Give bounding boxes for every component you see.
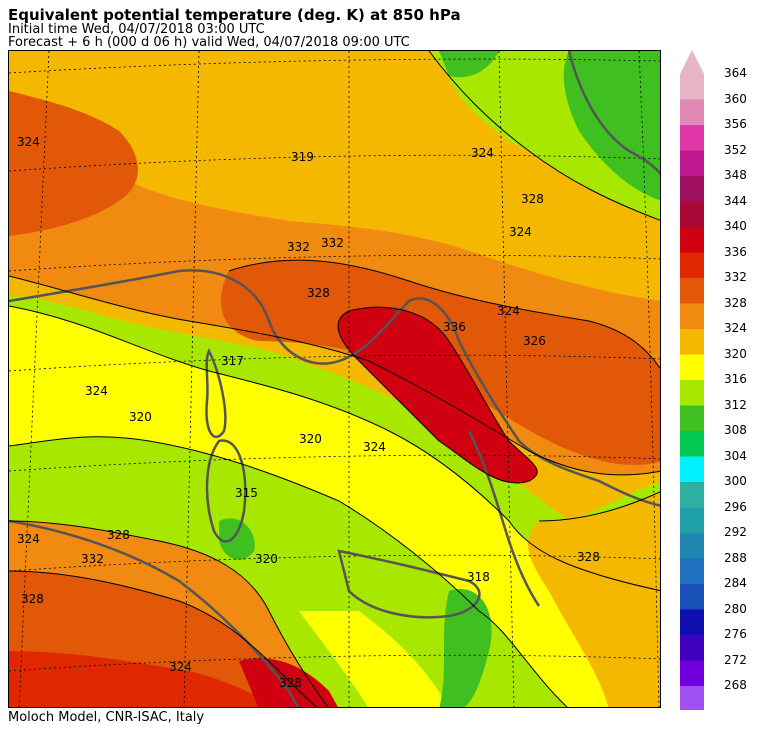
colorbar-label: 336 <box>724 244 747 259</box>
colorbar-swatch <box>680 533 704 559</box>
colorbar-label: 356 <box>724 117 747 131</box>
contour-label: 328 <box>107 528 130 542</box>
contour-label: 324 <box>169 660 192 674</box>
colorbar <box>680 50 704 710</box>
contour-label: 317 <box>221 354 244 368</box>
colorbar-label: 352 <box>724 142 747 157</box>
contour-label: 324 <box>471 146 494 160</box>
colorbar-label: 320 <box>724 346 747 361</box>
contour-label: 324 <box>363 440 386 454</box>
colorbar-swatch <box>680 201 704 227</box>
contour-label: 324 <box>17 532 40 546</box>
contour-label: 328 <box>521 192 544 206</box>
colorbar-label: 304 <box>724 448 747 463</box>
contour-lines <box>9 51 660 707</box>
contour-label: 324 <box>497 304 520 318</box>
colorbar-swatch <box>680 558 704 584</box>
colorbar-label: 280 <box>724 601 747 616</box>
green-blob-south <box>439 589 492 707</box>
orange-light-se <box>528 491 660 707</box>
colorbar-swatch <box>680 380 704 406</box>
contour-label: 318 <box>467 570 490 584</box>
contour-label-group: 324 319 324 328 324 332 332 328 336 324 … <box>17 135 600 690</box>
map-canvas: 324 319 324 328 324 332 332 328 336 324 … <box>9 51 660 707</box>
forecast-time: Forecast + 6 h (000 d 06 h) valid Wed, 0… <box>8 35 410 50</box>
colorbar-swatch <box>680 507 704 533</box>
colorbar-swatch <box>680 686 704 710</box>
ne-green-dark <box>563 51 660 201</box>
colorbar-swatch <box>680 635 704 661</box>
contour-label: 320 <box>299 432 322 446</box>
contour-label: 319 <box>291 150 314 164</box>
colorbar-label: 268 <box>724 678 747 692</box>
colorbar-label: 332 <box>724 270 747 284</box>
colorbar-swatch <box>680 74 704 100</box>
contour-label: 324 <box>17 135 40 149</box>
sw-red-core <box>239 658 338 707</box>
contour-label: 320 <box>255 552 278 566</box>
contour-label: 324 <box>509 225 532 239</box>
colorbar-label: 276 <box>724 627 747 641</box>
colorbar-label: 328 <box>724 295 747 310</box>
contour-label: 332 <box>287 240 310 254</box>
colorbar-label: 324 <box>724 321 747 335</box>
colorbar-label: 288 <box>724 550 747 565</box>
colorbar-label: 296 <box>724 499 747 514</box>
colorbar-swatch <box>680 227 704 253</box>
colorbar-swatch <box>680 456 704 482</box>
initial-time: Initial time Wed, 04/07/2018 03:00 UTC <box>8 22 265 37</box>
colorbar-label: 316 <box>724 372 747 386</box>
colorbar-swatch <box>680 303 704 329</box>
colorbar-label: 292 <box>724 525 747 539</box>
yellow-band <box>9 306 660 707</box>
colorbar-swatch <box>680 609 704 635</box>
contour-label: 326 <box>523 334 546 348</box>
contour-label: 332 <box>81 552 104 566</box>
colorbar-swatch <box>680 150 704 176</box>
colorbar-label: 340 <box>724 219 747 233</box>
colorbar-top-arrow <box>680 50 704 74</box>
colorbar-label: 364 <box>724 66 747 80</box>
map-title: Equivalent potential temperature (deg. K… <box>8 6 461 24</box>
contour-label: 328 <box>279 676 302 690</box>
model-credit: Moloch Model, CNR-ISAC, Italy <box>8 710 205 725</box>
contour-label: 328 <box>307 286 330 300</box>
colorbar-swatch <box>680 660 704 686</box>
colorbar-swatch <box>680 354 704 380</box>
colorbar-label: 308 <box>724 423 747 437</box>
colorbar-swatch <box>680 252 704 278</box>
colorbar-label: 312 <box>724 397 747 412</box>
colorbar-label: 284 <box>724 576 747 590</box>
contour-label: 315 <box>235 486 258 500</box>
contour-label: 320 <box>129 410 152 424</box>
green-blob-sardinia <box>219 518 255 560</box>
colorbar-label: 344 <box>724 193 747 208</box>
contour-label: 324 <box>85 384 108 398</box>
colorbar-swatch <box>680 329 704 355</box>
colorbar-swatch <box>680 482 704 508</box>
colorbar-swatch <box>680 99 704 125</box>
colorbar-swatch <box>680 125 704 151</box>
colorbar-swatch <box>680 176 704 202</box>
n-green-spot <box>439 51 499 78</box>
coastlines <box>9 51 660 707</box>
graticule <box>9 51 660 707</box>
contour-label: 328 <box>21 592 44 606</box>
red-core <box>338 307 538 483</box>
map-panel: 324 319 324 328 324 332 332 328 336 324 … <box>8 50 661 708</box>
sw-red <box>9 651 276 707</box>
colorbar-label: 272 <box>724 652 747 667</box>
contour-label: 336 <box>443 320 466 334</box>
colorbar-swatch <box>680 405 704 431</box>
yellow-lower <box>299 611 448 707</box>
colorbar-label: 348 <box>724 168 747 182</box>
colorbar-swatch <box>680 431 704 457</box>
contour-label: 332 <box>321 236 344 250</box>
west-orange <box>9 91 138 236</box>
contour-label: 328 <box>577 550 600 564</box>
colorbar-label: 300 <box>724 474 747 488</box>
colorbar-label: 360 <box>724 91 747 106</box>
colorbar-swatch <box>680 278 704 304</box>
colorbar-swatch <box>680 584 704 610</box>
